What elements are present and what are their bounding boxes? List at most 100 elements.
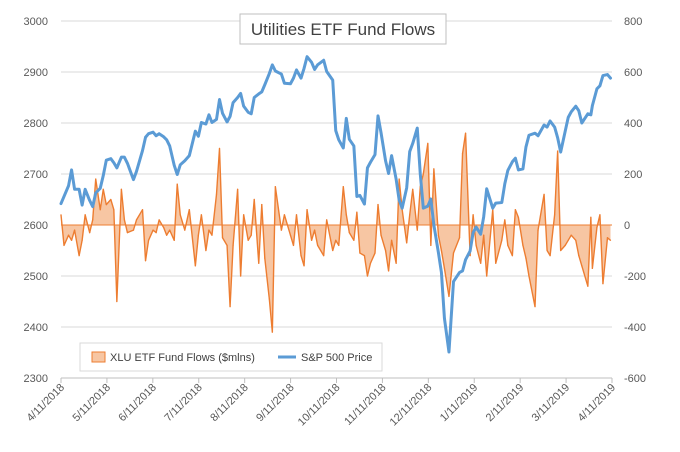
x-axis-tick-label: 1/11/2019 [438,382,481,425]
flows-series [60,132,612,333]
price-point [369,161,372,164]
flows-point [155,232,157,234]
x-axis-tick-label: 9/11/2018 [254,382,297,425]
price-point [501,201,503,204]
price-series [59,55,612,354]
flows-point [570,234,572,236]
left-axis-tick-label: 2800 [24,118,48,130]
flows-point [366,275,369,277]
flows-point [384,249,387,252]
flows-point [525,257,527,259]
flows-point [590,216,592,218]
price-point [416,127,419,129]
price-point [113,161,115,164]
price-point [556,136,559,139]
flows-point [398,178,400,180]
flows-point [395,262,397,264]
price-point [295,69,298,71]
price-point [260,91,263,93]
flows-point [369,262,372,264]
flows-point [609,239,612,241]
price-point [602,74,604,77]
flows-point [84,214,86,216]
price-point [73,188,76,191]
flows-point [250,234,252,236]
flows-point [564,244,566,246]
x-axis-tick-label: 4/11/2019 [576,382,619,425]
price-point [405,186,408,189]
x-axis-tick-label: 3/11/2019 [530,382,573,425]
price-point [356,195,358,198]
left-axis-tick-label: 2300 [24,373,48,385]
price-point [448,351,450,353]
price-point [313,68,316,71]
price-point [105,159,108,162]
price-point [70,169,73,171]
flows-point [504,219,506,221]
flows-point [391,239,393,241]
flows-point [60,214,62,216]
flows-point [63,244,65,246]
flows-point [169,229,171,231]
price-point [384,159,387,162]
flows-point [543,193,545,195]
price-point [546,126,548,128]
flows-point [95,178,97,180]
price-point [110,157,112,160]
flows-point [89,232,91,234]
price-point [479,233,482,235]
flows-point [461,153,464,155]
price-point [176,173,179,176]
flows-point [578,255,580,257]
flows-point [295,214,298,216]
right-axis-tick-label: -600 [624,373,646,385]
price-point [461,270,464,272]
flows-point [232,244,234,246]
price-point [398,199,400,201]
price-point [564,130,567,132]
flows-point [332,249,334,252]
price-point [274,70,277,72]
legend: XLU ETF Fund Flows ($mlns) S&P 500 Price [79,342,383,372]
flows-point [132,229,135,231]
left-axis-tick-label: 2900 [24,67,48,79]
flows-point [443,267,446,269]
flows-point [537,229,539,231]
flows-point [92,219,94,221]
flows-point [475,244,477,246]
price-point [67,184,70,187]
price-point [165,139,168,141]
price-point [102,174,105,177]
right-axis-tick-label: 600 [624,67,642,79]
price-point [430,198,432,200]
price-point [411,142,414,145]
price-point [179,164,182,166]
price-point [587,113,589,115]
flows-point [102,188,104,190]
flows-point [472,214,474,216]
flows-line [60,132,611,333]
flows-point [67,234,70,236]
right-axis-tick-label: -400 [624,322,646,334]
price-point [144,136,147,139]
price-point [596,88,598,90]
flows-point [374,252,376,254]
flows-point [99,209,101,211]
flows-point [292,244,295,246]
x-axis-tick-label: 8/11/2018 [208,382,251,425]
right-axis-tick-label: 0 [624,220,630,232]
x-axis-tick-label: 11/11/2018 [342,382,388,428]
flows-point [338,244,340,246]
flows-point [416,229,418,231]
price-point [469,250,471,252]
price-point [599,84,601,87]
flows-point [300,255,302,257]
flows-point [221,237,224,239]
price-point [162,135,165,138]
price-point [337,139,340,141]
price-point [458,271,461,274]
flows-point [606,237,609,239]
flows-point [546,249,548,252]
flows-point [176,183,178,185]
